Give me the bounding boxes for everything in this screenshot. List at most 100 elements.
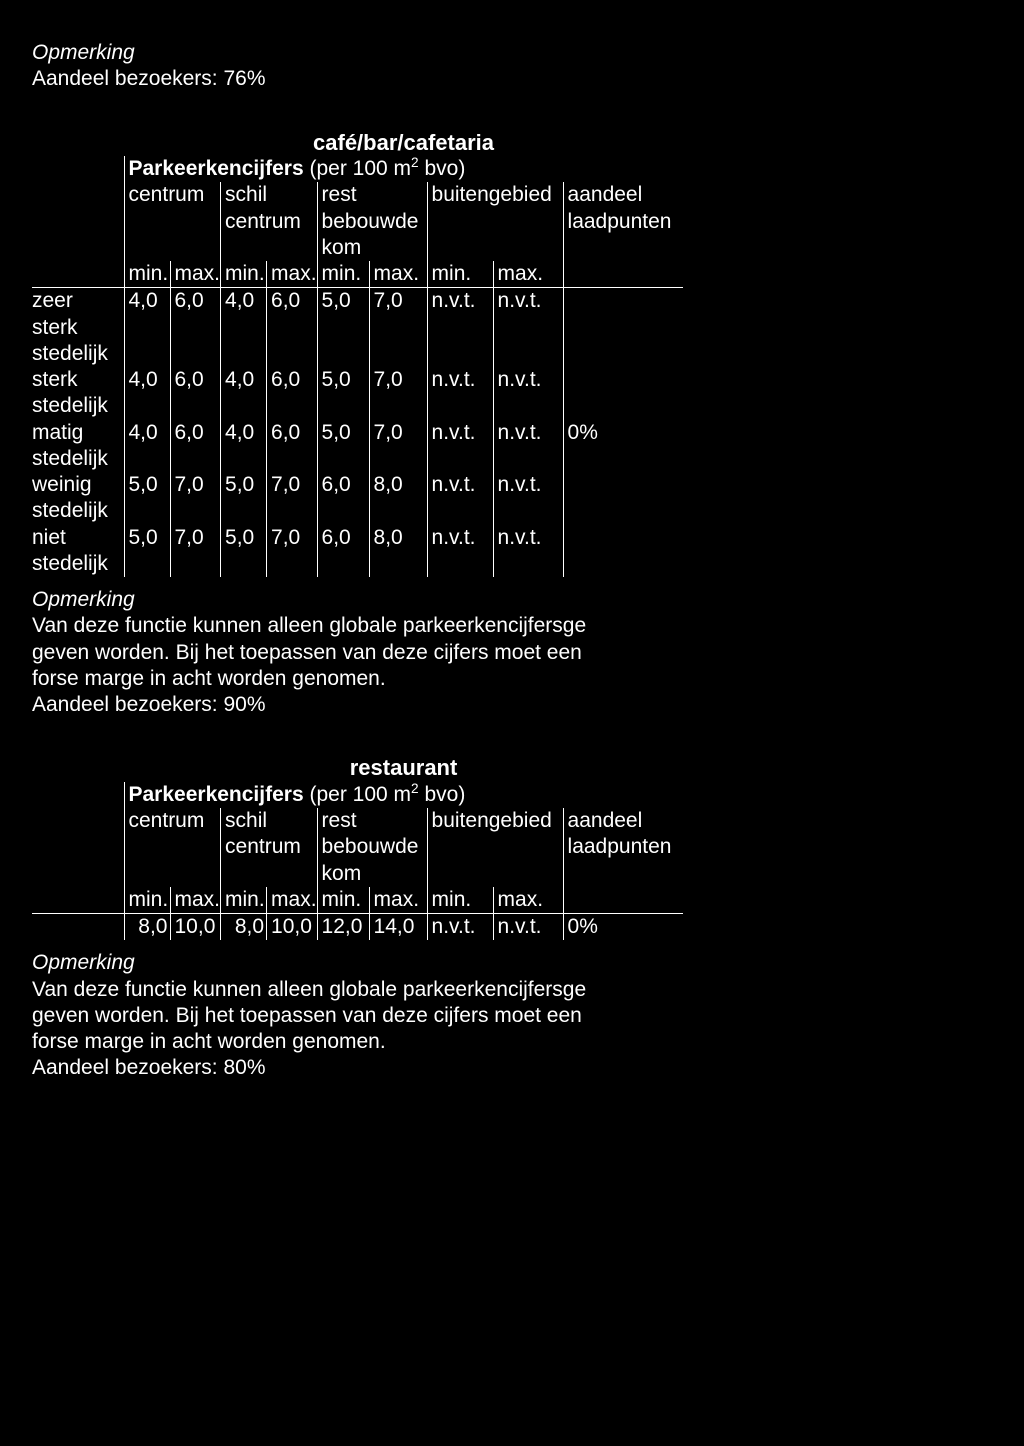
cell: 0% <box>563 914 683 941</box>
cell: 6,0 <box>317 525 369 551</box>
cell: 7,0 <box>267 525 318 551</box>
mid-note-heading: Opmerking <box>32 587 992 613</box>
cell: 7,0 <box>170 472 221 498</box>
mm: max. <box>271 262 317 285</box>
cell <box>563 525 683 551</box>
cell: 12,0 <box>317 914 369 941</box>
table-row: stedelijk <box>32 498 683 524</box>
row-label: weinig <box>32 472 124 498</box>
cell: 6,0 <box>170 367 221 393</box>
cell: 5,0 <box>317 288 369 315</box>
table-row: min. max. min. max. min. max. min. max. <box>32 887 683 914</box>
table-row: stedelijk <box>32 551 683 577</box>
col-buiten: buitengebied <box>432 183 552 206</box>
mm: min. <box>322 262 362 285</box>
mm: min. <box>129 262 169 285</box>
mm: max. <box>175 888 221 911</box>
table-row: stedelijk <box>32 393 683 419</box>
mid-note-line4: Aandeel bezoekers: 90% <box>32 692 992 718</box>
mid-note-line2: geven worden. Bij het toepassen van deze… <box>32 640 992 666</box>
cell: 8,0 <box>369 525 427 551</box>
table-row: sterk <box>32 315 683 341</box>
cell: 10,0 <box>267 914 318 941</box>
row-label: zeer <box>32 288 124 315</box>
row-label: niet <box>32 525 124 551</box>
top-note-line: Aandeel bezoekers: 76% <box>32 66 992 92</box>
col-rest: rest <box>322 183 357 206</box>
row-label: sterk <box>32 315 124 341</box>
bottom-note-line1: Van deze functie kunnen alleen globale p… <box>32 977 992 1003</box>
mm: max. <box>374 888 420 911</box>
desc-p1: (per 100 m <box>304 157 411 180</box>
table-title: restaurant <box>350 755 458 780</box>
cell: 5,0 <box>221 472 267 498</box>
col-aandeel1: aandeel <box>568 183 643 206</box>
mm: max. <box>498 888 544 911</box>
cell <box>563 288 683 315</box>
mm: max. <box>175 262 221 285</box>
cell: 4,0 <box>221 420 267 446</box>
cell: 5,0 <box>317 367 369 393</box>
table-row: stedelijk <box>32 446 683 472</box>
table-row: restaurant <box>32 754 683 782</box>
cell: 4,0 <box>221 367 267 393</box>
table-row: min. max. min. max. min. max. min. max. <box>32 261 683 288</box>
table-row: niet 5,0 7,0 5,0 7,0 6,0 8,0 n.v.t. n.v.… <box>32 525 683 551</box>
col-centrum: centrum <box>129 809 205 832</box>
desc-p1: (per 100 m <box>304 783 411 806</box>
bottom-note-line3: forse marge in acht worden genomen. <box>32 1029 992 1055</box>
table-row: Parkeerkencijfers (per 100 m2 bvo) <box>32 782 683 808</box>
top-note: Opmerking Aandeel bezoekers: 76% <box>32 40 992 93</box>
row-label: stedelijk <box>32 393 124 419</box>
mm: min. <box>225 888 265 911</box>
table-row: kom <box>32 861 683 887</box>
cell: 7,0 <box>369 367 427 393</box>
bottom-note-line4: Aandeel bezoekers: 80% <box>32 1055 992 1081</box>
col-rest3: kom <box>322 862 362 885</box>
col-buiten: buitengebied <box>432 809 552 832</box>
table-row: centrum bebouwde laadpunten <box>32 209 683 235</box>
cell: n.v.t. <box>493 367 563 393</box>
col-schil: schil <box>225 183 267 206</box>
col-rest2: bebouwde <box>322 835 419 858</box>
cell: 8,0 <box>221 914 267 941</box>
desc-p2: bvo) <box>419 157 466 180</box>
cell: 4,0 <box>124 367 170 393</box>
table-row: café/bar/cafetaria <box>32 129 683 157</box>
table-row: Parkeerkencijfers (per 100 m2 bvo) <box>32 156 683 182</box>
cell: 6,0 <box>317 472 369 498</box>
table-cafe: café/bar/cafetaria Parkeerkencijfers (pe… <box>32 129 992 578</box>
cell: 5,0 <box>124 472 170 498</box>
cell: n.v.t. <box>427 525 493 551</box>
col-centrum: centrum <box>129 183 205 206</box>
cell <box>563 472 683 498</box>
desc-p2: bvo) <box>419 783 466 806</box>
row-label: stedelijk <box>32 498 124 524</box>
table-row: centrum schil rest buitengebied aandeel <box>32 182 683 208</box>
cell: 7,0 <box>369 420 427 446</box>
cell: n.v.t. <box>493 472 563 498</box>
row-label: sterk <box>32 367 124 393</box>
col-rest3: kom <box>322 236 362 259</box>
desc-prefix: Parkeerkencijfers <box>129 783 304 806</box>
row-label: stedelijk <box>32 551 124 577</box>
table-row: centrum bebouwde laadpunten <box>32 834 683 860</box>
table-row: stedelijk <box>32 341 683 367</box>
cell: 5,0 <box>221 525 267 551</box>
table-title: café/bar/cafetaria <box>313 130 494 155</box>
table-row: centrum schil rest buitengebied aandeel <box>32 808 683 834</box>
table-row: 8,0 10,0 8,0 10,0 12,0 14,0 n.v.t. n.v.t… <box>32 914 683 941</box>
col-rest2: bebouwde <box>322 210 419 233</box>
top-note-heading: Opmerking <box>32 40 992 66</box>
cell: n.v.t. <box>427 367 493 393</box>
col-schil2: centrum <box>225 210 301 233</box>
table-row: kom <box>32 235 683 261</box>
cell: 14,0 <box>369 914 427 941</box>
table-row: matig 4,0 6,0 4,0 6,0 5,0 7,0 n.v.t. n.v… <box>32 420 683 446</box>
cell: 6,0 <box>170 288 221 315</box>
desc-sup: 2 <box>411 781 419 796</box>
cell: 6,0 <box>170 420 221 446</box>
cell: n.v.t. <box>427 420 493 446</box>
cell: 5,0 <box>317 420 369 446</box>
mid-note: Opmerking Van deze functie kunnen alleen… <box>32 587 992 718</box>
